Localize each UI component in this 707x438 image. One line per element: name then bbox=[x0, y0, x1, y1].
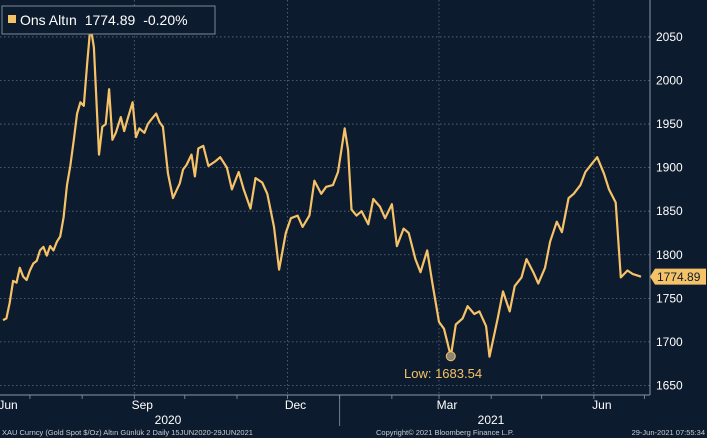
y-tick-label: 1850 bbox=[656, 204, 683, 218]
y-tick-label: 1900 bbox=[656, 161, 683, 175]
y-tick-label: 1700 bbox=[656, 335, 683, 349]
last-price-label: 1774.89 bbox=[657, 270, 701, 284]
x-tick-label: Jun bbox=[592, 398, 611, 412]
year-label: 2020 bbox=[155, 413, 182, 427]
x-tick-label: Mar bbox=[437, 398, 458, 412]
low-annotation-label: Low: 1683.54 bbox=[404, 366, 482, 381]
legend-box bbox=[1, 5, 216, 35]
footer-left: XAU Curncy (Gold Spot $/Oz) Altın Günlük… bbox=[2, 428, 253, 437]
low-marker bbox=[445, 351, 456, 362]
line-layer bbox=[2, 24, 642, 358]
y-tick-label: 2050 bbox=[656, 30, 683, 44]
y-tick-label: 1750 bbox=[656, 291, 683, 305]
legend: Ons Altın 1774.89 -0.20% bbox=[1, 5, 216, 35]
legend-series-name: Ons Altın bbox=[20, 12, 77, 28]
footer-center: Copyright© 2021 Bloomberg Finance L.P. bbox=[376, 428, 514, 437]
price-line bbox=[2, 24, 642, 358]
year-label: 2021 bbox=[478, 413, 505, 427]
y-tick-label: 1650 bbox=[656, 378, 683, 392]
footer-right: 29-Jun-2021 07:55:34 bbox=[632, 428, 705, 437]
svg-text:Ons Altın 1774.89: Ons Altın 1774.89 -0.20% bbox=[20, 12, 188, 28]
x-tick-label: Sep bbox=[132, 398, 154, 412]
legend-swatch bbox=[8, 15, 16, 23]
y-tick-label: 1950 bbox=[656, 117, 683, 131]
y-tick-label: 2000 bbox=[656, 74, 683, 88]
x-tick-label: Jun bbox=[0, 398, 18, 412]
legend-last-value: 1774.89 bbox=[85, 12, 136, 28]
x-tick-label: Dec bbox=[285, 398, 306, 412]
axis-layer: 1650 1700 1750 1800 1850 1900 1950 2000 2050 Jun S… bbox=[0, 0, 683, 427]
grid-layer bbox=[0, 0, 650, 395]
last-price-tag: 1774.89 bbox=[650, 268, 706, 285]
last-price-tag-shape bbox=[650, 268, 706, 285]
legend-change: -0.20% bbox=[143, 12, 187, 28]
y-tick-label: 1800 bbox=[656, 248, 683, 262]
